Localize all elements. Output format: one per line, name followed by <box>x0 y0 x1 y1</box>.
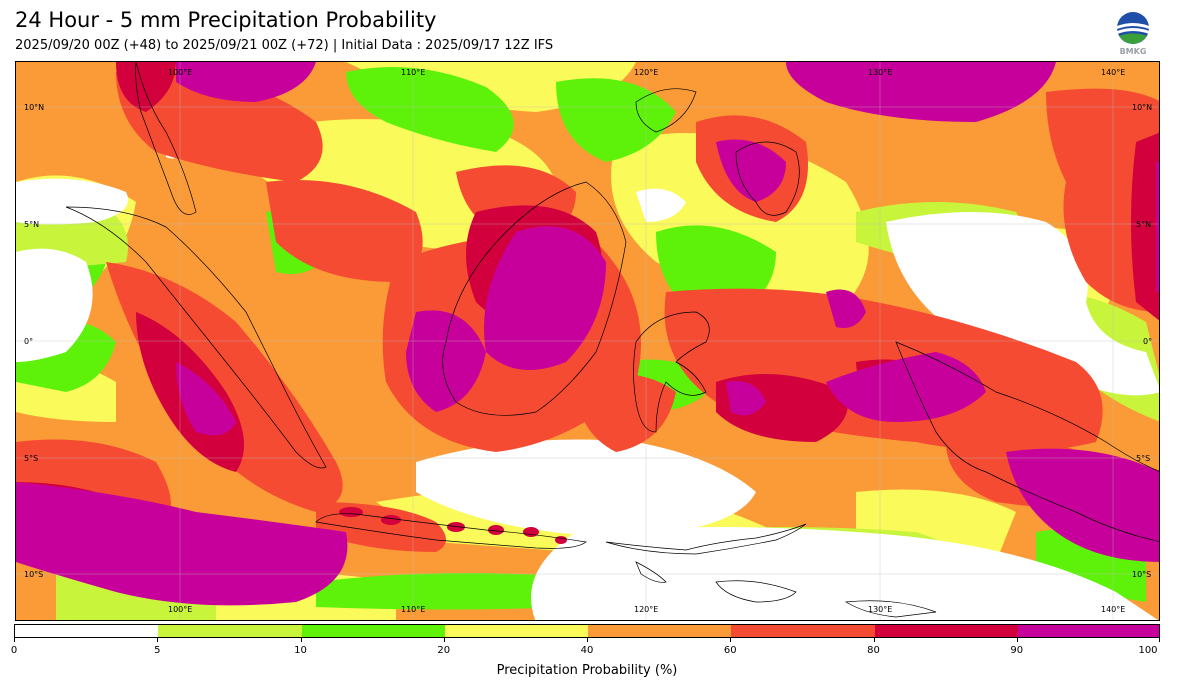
colorbar-segment <box>444 625 589 637</box>
probability-field <box>16 62 1159 620</box>
lon-label-top: 110°E <box>401 68 426 77</box>
colorbar-tick-label: 0 <box>10 645 18 656</box>
lon-label-top: 120°E <box>634 68 659 77</box>
lat-label-left: 5°S <box>24 454 39 463</box>
bmkg-logo: BMKG <box>1112 10 1154 56</box>
colorbar-tick <box>587 638 588 642</box>
precipitation-map: 100°E 110°E 120°E 130°E 140°E 100°E 110°… <box>15 61 1160 621</box>
colorbar-tick <box>443 638 445 642</box>
colorbar-tick-label: 10 <box>294 645 307 656</box>
colorbar-segment <box>731 625 875 637</box>
lon-label-bottom: 130°E <box>868 605 893 614</box>
colorbar-tick <box>730 638 732 642</box>
colorbar-label-text: Precipitation Probability (%) <box>496 663 678 678</box>
lat-label-right: 10°S <box>1132 570 1152 579</box>
lat-label-right: 10°N <box>1132 103 1153 112</box>
colorbar-tick <box>300 638 302 642</box>
colorbar-label: Precipitation Probability (%) <box>0 663 1180 679</box>
colorbar-tick-label: 60 <box>723 645 737 656</box>
lon-label-top: 140°E <box>1101 68 1126 77</box>
lat-label-left: 0° <box>24 337 34 346</box>
lon-label-bottom: 140°E <box>1101 605 1126 614</box>
colorbar-segment <box>15 625 159 637</box>
colorbar <box>14 624 1160 638</box>
lat-label-right: 0° <box>1143 337 1153 346</box>
colorbar-tick-label: 90 <box>1010 645 1024 656</box>
lon-label-top: 100°E <box>168 68 193 77</box>
colorbar-tick-label: 80 <box>867 645 880 656</box>
chart-subtitle: 2025/09/20 00Z (+48) to 2025/09/21 00Z (… <box>15 38 554 53</box>
colorbar-tick-label: 100 <box>1138 645 1158 656</box>
chart-title: 24 Hour - 5 mm Precipitation Probability <box>15 8 437 32</box>
colorbar-tick-label: 20 <box>437 645 451 656</box>
colorbar-tick-label: 40 <box>580 645 594 656</box>
lon-label-top: 130°E <box>868 68 893 77</box>
colorbar-tick <box>1159 638 1160 642</box>
colorbar-segment <box>588 625 732 637</box>
colorbar-tick-label: 5 <box>154 645 161 656</box>
colorbar-segment <box>158 625 302 637</box>
colorbar-tick <box>14 638 15 642</box>
colorbar-segment <box>1017 625 1159 637</box>
lat-label-right: 5°S <box>1136 454 1151 463</box>
lon-label-bottom: 100°E <box>168 605 193 614</box>
lat-label-left: 10°S <box>24 570 44 579</box>
lon-label-bottom: 110°E <box>401 605 426 614</box>
lat-label-right: 5°N <box>1136 220 1152 229</box>
colorbar-tick <box>873 638 875 642</box>
colorbar-segment <box>301 625 446 637</box>
svg-text:BMKG: BMKG <box>1120 47 1147 56</box>
colorbar-tick <box>1016 638 1018 642</box>
colorbar-segment <box>874 625 1019 637</box>
colorbar-tick <box>157 638 159 642</box>
lat-label-left: 10°N <box>24 103 45 112</box>
lon-label-bottom: 120°E <box>634 605 659 614</box>
lat-label-left: 5°N <box>24 220 40 229</box>
